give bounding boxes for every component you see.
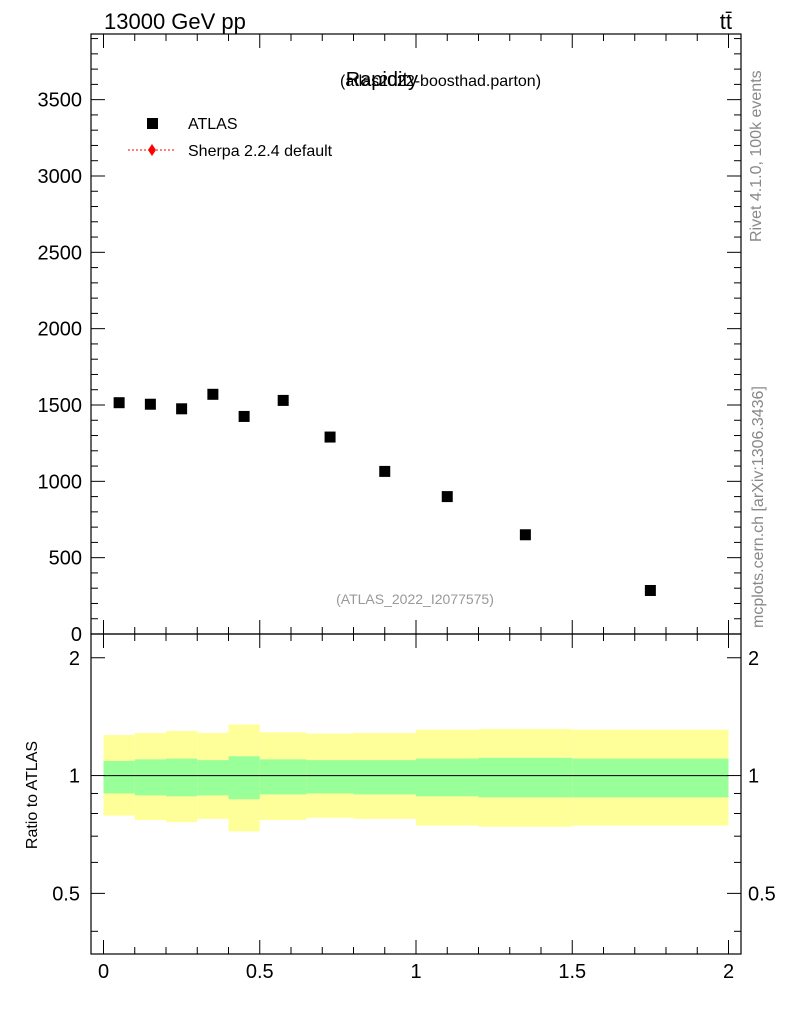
ratio-inner-band-bin-8 — [416, 758, 479, 797]
ratio-inner-band-bin-7 — [353, 760, 416, 795]
ratio-panel-frame — [90, 633, 742, 955]
ratio-inner-band-bin-9 — [478, 757, 573, 798]
axis-ticks — [91, 34, 741, 954]
data-point-atlas — [113, 397, 125, 409]
main-y-tick-label: 2000 — [38, 319, 83, 341]
legend-marker-sherpa — [148, 144, 156, 156]
main-y-tick-label: 0 — [71, 624, 82, 646]
ratio-y-tick-label: 2 — [69, 648, 80, 670]
ratio-x-tick-label: 1 — [410, 961, 421, 983]
ratio-y-tick-label: 1 — [69, 766, 80, 788]
ratio-inner-band-bin-5 — [259, 759, 307, 795]
ratio-y-tick-label: 0.5 — [52, 883, 80, 905]
main-y-tick-label: 2500 — [38, 242, 83, 264]
data-point-atlas — [144, 398, 156, 410]
mcplots-label: mcplots.cern.ch [arXiv:1306.3436] — [750, 386, 767, 628]
main-y-tick-label: 1500 — [38, 395, 83, 417]
ratio-uncertainty-bands — [103, 724, 729, 832]
ratio-y-tick-label-right: 1 — [748, 766, 759, 788]
ratio-x-tick-label: 0.5 — [246, 961, 274, 983]
ratio-y-tick-label-right: 2 — [748, 648, 759, 670]
legend-label-atlas: ATLAS — [188, 116, 238, 133]
data-point-atlas — [379, 465, 391, 477]
legend: ATLAS Sherpa 2.2.4 default — [128, 116, 333, 160]
ratio-x-tick-label: 1.5 — [558, 961, 586, 983]
energy-label: 13000 GeV pp — [104, 9, 246, 34]
data-point-atlas — [277, 394, 289, 406]
chart-subtitle: (atlas2022-boosthad.parton) — [340, 73, 541, 90]
data-point-atlas — [176, 403, 188, 415]
data-point-atlas — [644, 584, 656, 596]
ratio-inner-band-bin-6 — [306, 760, 354, 794]
main-y-tick-label: 3500 — [38, 90, 83, 112]
ratio-inner-band-bin-1 — [134, 759, 166, 796]
chart-title: Rapidity — [346, 69, 418, 91]
ratio-inner-band-bin-3 — [197, 760, 229, 796]
ratio-x-tick-label: 2 — [723, 961, 734, 983]
atlas-data-points — [113, 388, 656, 596]
process-label: tt̄ — [720, 9, 732, 34]
ratio-inner-band-bin-4 — [228, 756, 260, 800]
ratio-inner-band-bin-0 — [103, 760, 135, 794]
ratio-inner-band-bin-10 — [572, 758, 729, 798]
ratio-x-tick-label: 0 — [98, 961, 109, 983]
legend-label-sherpa: Sherpa 2.2.4 default — [188, 143, 333, 160]
ratio-inner-band-bin-2 — [166, 758, 198, 797]
data-point-atlas — [519, 529, 531, 541]
main-y-tick-label: 1000 — [38, 471, 83, 493]
ratio-y-axis-label: Ratio to ATLAS — [24, 741, 41, 849]
axis-tick-labels: 0 500 1000 1500 2000 2500 3000 3500 0 0.5 1 1.5 2 0.5… — [38, 90, 776, 983]
data-point-atlas — [207, 388, 219, 400]
data-point-atlas — [441, 491, 453, 503]
data-point-atlas — [238, 410, 250, 422]
data-point-atlas — [324, 431, 336, 443]
main-y-tick-label: 3000 — [38, 166, 83, 188]
analysis-watermark: (ATLAS_2022_I2077575) — [336, 591, 494, 607]
rivet-version-label: Rivet 4.1.0, 100k events — [748, 70, 765, 242]
main-y-tick-label: 500 — [49, 548, 82, 570]
legend-marker-atlas — [147, 118, 158, 129]
ratio-y-tick-label-right: 0.5 — [748, 883, 776, 905]
